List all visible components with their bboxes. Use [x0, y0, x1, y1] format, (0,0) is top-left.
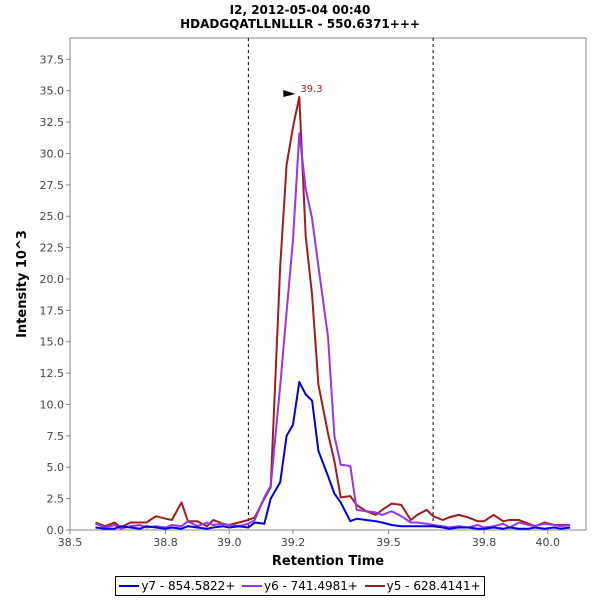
y-tick-label: 30.0	[40, 147, 65, 160]
y-tick-label: 32.5	[40, 116, 65, 129]
legend-item: y6 - 741.4981+	[241, 579, 358, 593]
y-tick-label: 22.5	[40, 242, 65, 255]
y-tick-label: 5.0	[47, 461, 65, 474]
legend-label: y6 - 741.4981+	[263, 579, 358, 593]
chart-subtitle: HDADGQATLLNLLLR - 550.6371+++	[180, 17, 420, 31]
plot-frame	[69, 37, 587, 531]
peak-label: 39.3	[300, 84, 322, 95]
x-tick-label: 39.8	[472, 536, 497, 549]
legend-swatch	[119, 585, 140, 587]
legend-item: y5 - 628.4141+	[364, 579, 481, 593]
series-line-y6	[95, 132, 571, 530]
x-tick-label: 39.5	[376, 536, 401, 549]
legend-label: y7 - 854.5822+	[141, 579, 236, 593]
y-tick-label: 15.0	[40, 336, 65, 349]
legend: y7 - 854.5822+ y6 - 741.4981+ y5 - 628.414…	[115, 576, 485, 596]
y-tick-label: 0.0	[47, 524, 65, 537]
series-line-y7	[95, 380, 571, 530]
x-tick-label: 38.8	[153, 536, 178, 549]
y-tick-label: 12.5	[40, 367, 65, 380]
legend-item: y7 - 854.5822+	[119, 579, 235, 593]
legend-label: y5 - 628.4141+	[386, 579, 481, 593]
x-tick-label: 39.2	[281, 536, 306, 549]
x-tick-label: 40.0	[536, 536, 561, 549]
y-tick-label: 25.0	[40, 210, 65, 223]
y-tick-label: 17.5	[40, 304, 65, 317]
series-line-y5	[95, 96, 571, 529]
x-tick-label: 38.5	[58, 536, 83, 549]
y-tick-label: 37.5	[40, 53, 65, 66]
x-tick-label: 39.0	[217, 536, 242, 549]
y-tick-label: 2.5	[47, 493, 65, 506]
y-tick-label: 35.0	[40, 85, 65, 98]
y-tick-label: 20.0	[40, 273, 65, 286]
legend-swatch	[364, 585, 385, 587]
chart-title: I2, 2012-05-04 00:40	[229, 3, 371, 17]
y-tick-label: 27.5	[40, 179, 65, 192]
y-tick-label: 10.0	[40, 398, 65, 411]
chart-area: 0.0 2.5 5.0 7.5 10.0 12.5 15.0 17.5 20.0 22.5 25.0…	[15, 37, 587, 569]
legend-swatch	[241, 585, 262, 587]
y-axis-label: Intensity 10^3	[15, 230, 30, 338]
x-axis-label: Retention Time	[272, 554, 384, 569]
y-tick-label: 7.5	[47, 430, 65, 443]
peak-marker-icon	[283, 89, 296, 97]
